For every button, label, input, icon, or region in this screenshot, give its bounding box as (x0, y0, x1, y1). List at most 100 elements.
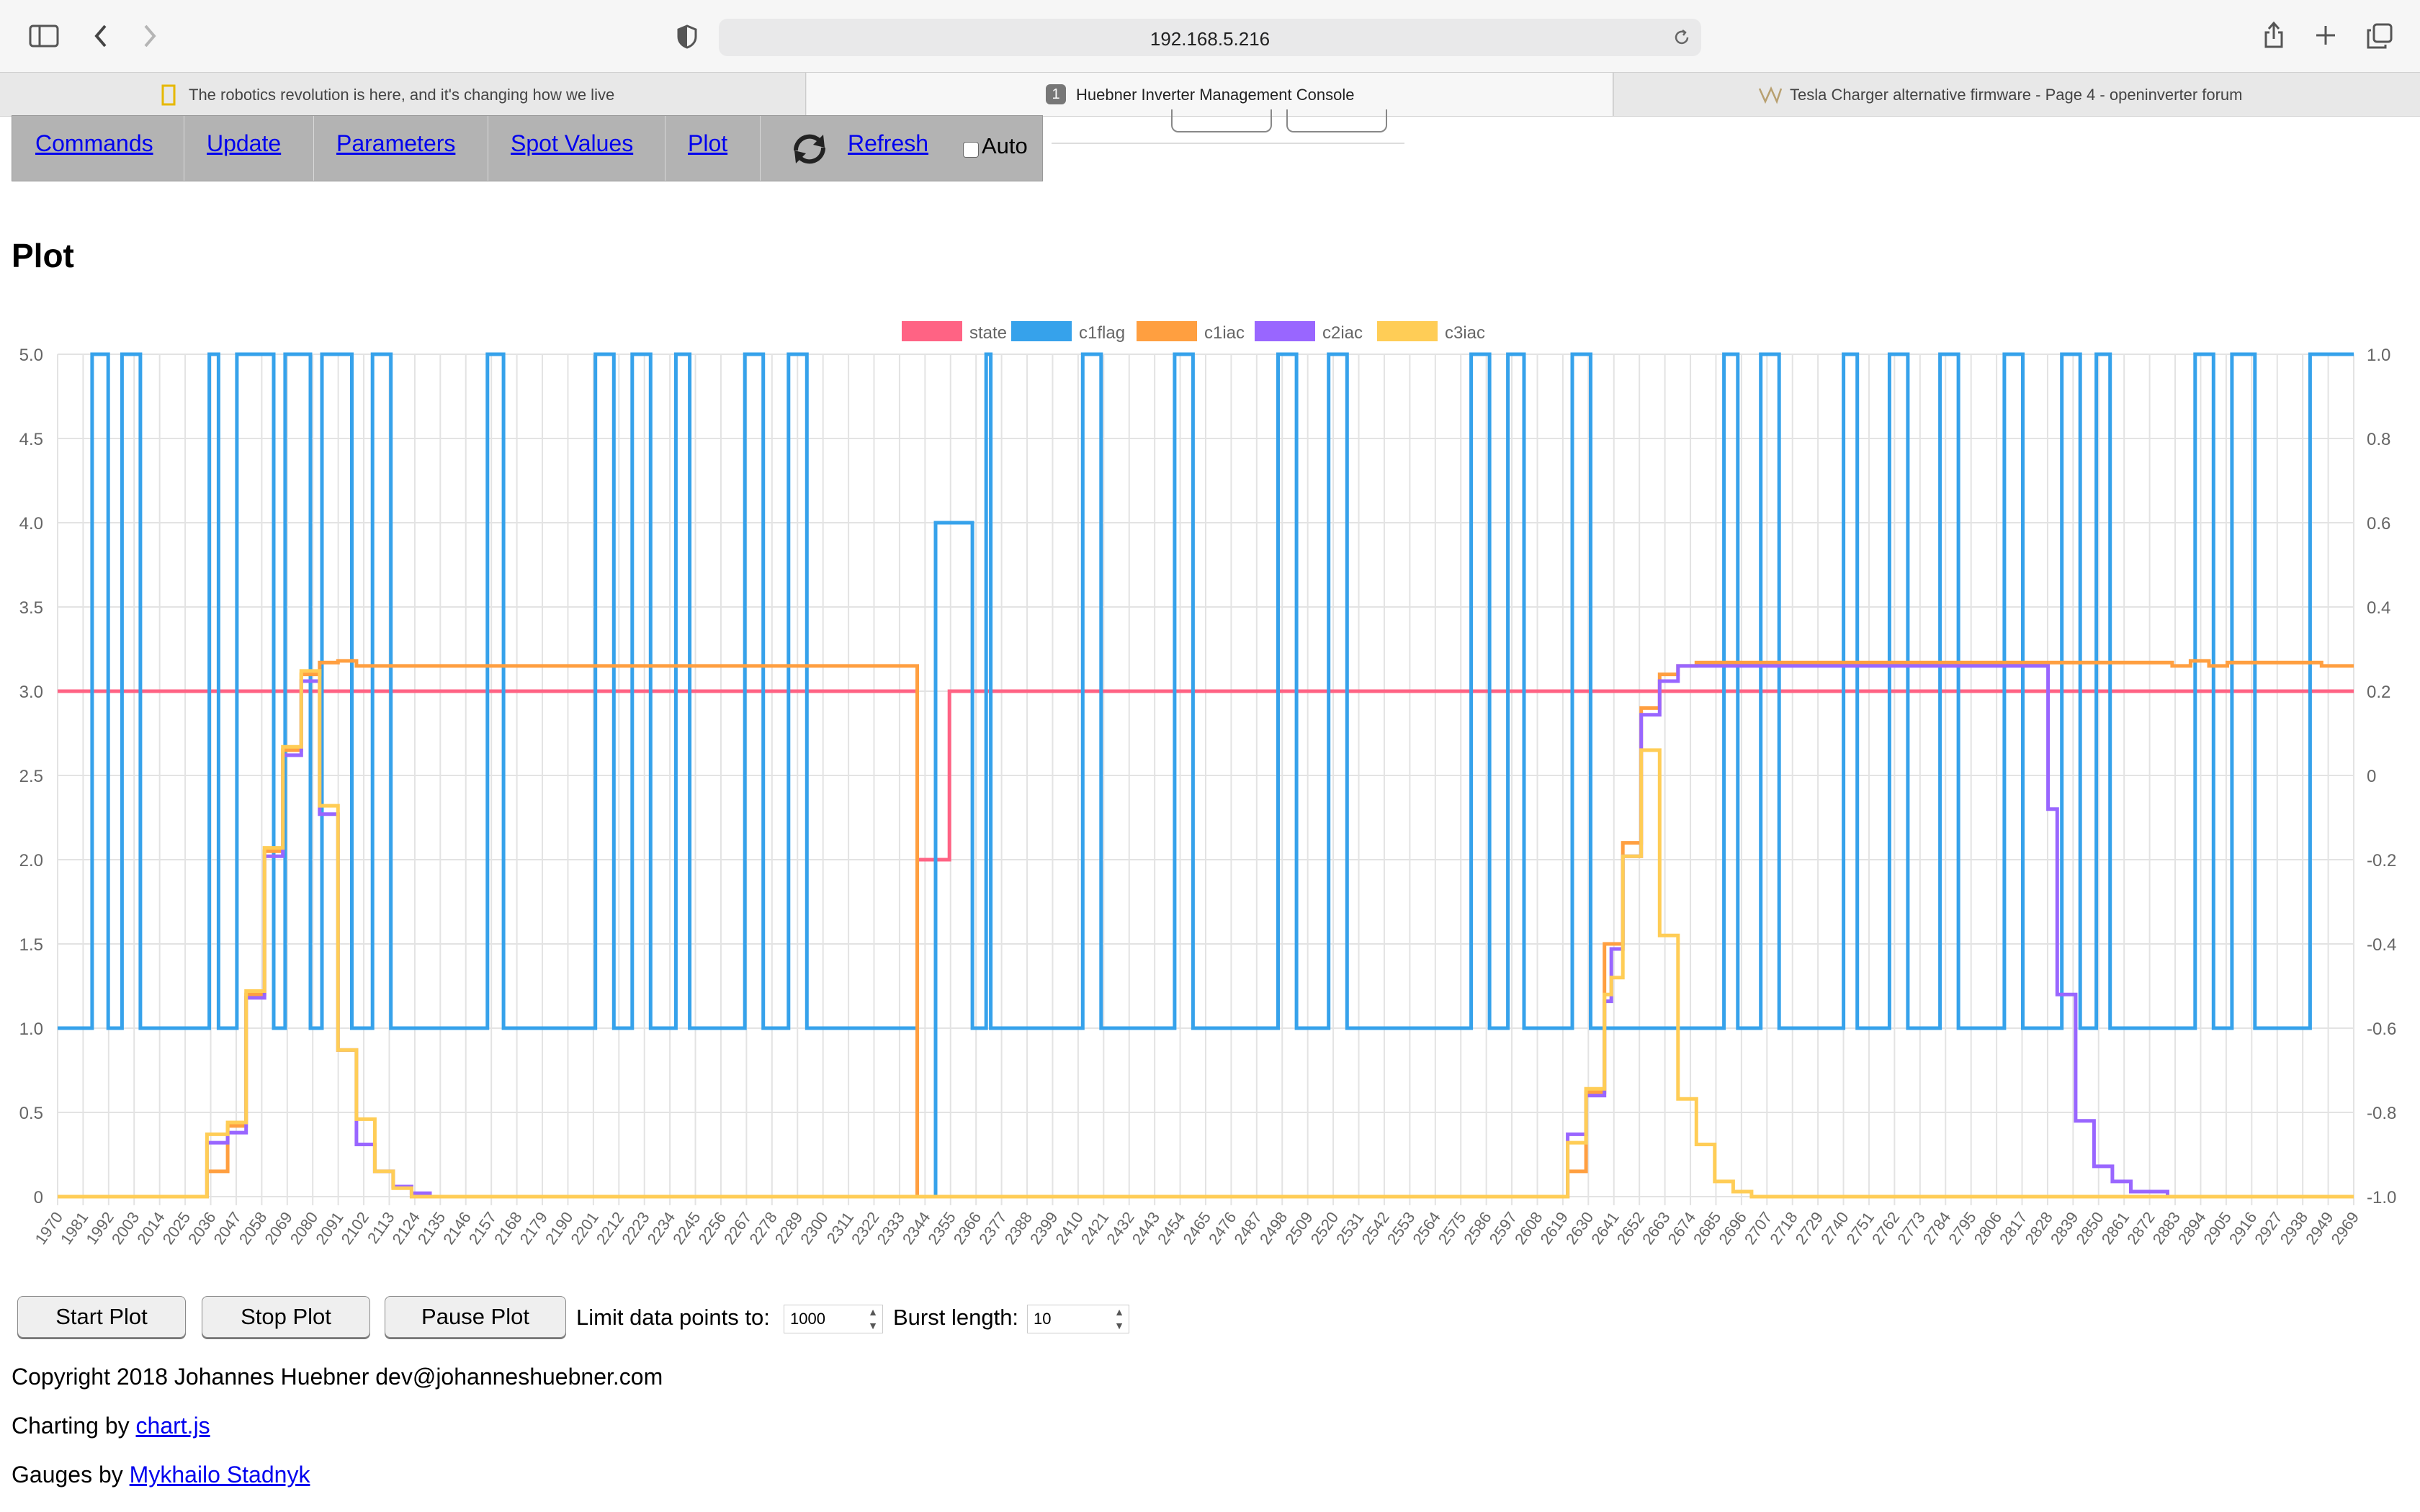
nav-link-plot[interactable]: Plot (688, 130, 728, 156)
scrolled-content-remnant (1052, 109, 1404, 144)
sidebar-toggle-icon[interactable] (29, 24, 59, 48)
x-tick-label: 2641 (1587, 1209, 1623, 1248)
x-tick-label: 2487 (1230, 1209, 1265, 1248)
refresh-icon[interactable] (790, 132, 829, 166)
x-tick-label: 2322 (848, 1209, 883, 1248)
x-tick-label: 2157 (465, 1209, 501, 1248)
nav-link-commands[interactable]: Commands (35, 130, 153, 156)
x-tick-label: 2432 (1103, 1209, 1138, 1248)
y-right-tick-label: -0.2 (2367, 851, 2396, 870)
x-tick-label: 2707 (1741, 1209, 1776, 1248)
x-tick-label: 2509 (1281, 1209, 1317, 1248)
stepper-icon[interactable]: ▲ ▼ (1114, 1306, 1124, 1331)
x-tick-label: 2916 (2226, 1209, 2261, 1248)
burst-length-input[interactable]: 10 ▲ ▼ (1027, 1305, 1129, 1333)
partial-button (1286, 109, 1387, 132)
forward-icon[interactable] (141, 23, 158, 49)
x-tick-label: 2586 (1460, 1209, 1495, 1248)
x-tick-label: 2102 (338, 1209, 373, 1248)
limit-data-points-label: Limit data points to: (576, 1305, 770, 1330)
x-tick-label: 2333 (873, 1209, 908, 1248)
tab-bar: The robotics revolution is here, and it'… (0, 72, 2420, 117)
x-tick-label: 2969 (2328, 1209, 2363, 1248)
x-tick-label: 2388 (1001, 1209, 1036, 1248)
tab-badge: 1 (1046, 84, 1066, 104)
browser-toolbar: 192.168.5.216 (0, 0, 2420, 72)
legend-label-c2iac: c2iac (1322, 323, 1363, 343)
x-tick-label: 2047 (210, 1209, 245, 1248)
y-right-tick-label: -0.4 (2367, 935, 2396, 955)
bookmark-icon (161, 84, 176, 106)
y-right-tick-label: -1.0 (2367, 1188, 2396, 1207)
x-tick-label: 2828 (2021, 1209, 2056, 1248)
x-tick-label: 2421 (1077, 1209, 1113, 1248)
y-right-tick-label: 0.8 (2367, 430, 2390, 449)
y-left-tick-label: 0 (34, 1188, 43, 1207)
legend-swatch-c1iac (1137, 321, 1197, 341)
stepper-icon[interactable]: ▲ ▼ (868, 1306, 878, 1331)
limit-data-points-value: 1000 (790, 1310, 825, 1328)
plot-chart[interactable]: state c1flag c1iac c2iac c3iac 0 0.5 1.0 1.5 2.0… (0, 310, 2420, 1267)
x-tick-label: 2905 (2200, 1209, 2235, 1248)
x-tick-label: 1970 (32, 1209, 67, 1248)
nav-link-spot-values[interactable]: Spot Values (511, 130, 634, 156)
chartjs-link[interactable]: chart.js (135, 1413, 210, 1439)
new-tab-icon[interactable] (2315, 24, 2336, 46)
x-tick-label: 2278 (745, 1209, 781, 1248)
tab-overview-icon[interactable] (2367, 23, 2393, 49)
stop-plot-button[interactable]: Stop Plot (202, 1296, 370, 1338)
limit-data-points-input[interactable]: 1000 ▲ ▼ (784, 1305, 883, 1333)
x-tick-label: 2498 (1256, 1209, 1291, 1248)
refresh-link[interactable]: Refresh (848, 130, 929, 156)
burst-length-value: 10 (1034, 1310, 1052, 1328)
x-tick-label: 2608 (1511, 1209, 1546, 1248)
legend-label-c1iac: c1iac (1204, 323, 1245, 343)
nav-link-update[interactable]: Update (207, 130, 282, 156)
x-axis: 1970198119922003201420252036204720582069… (32, 1209, 2363, 1248)
gauges-author-link[interactable]: Mykhailo Stadnyk (129, 1462, 310, 1488)
start-plot-button[interactable]: Start Plot (17, 1296, 186, 1338)
reload-icon[interactable] (1672, 28, 1691, 47)
x-tick-label: 2003 (108, 1209, 143, 1248)
x-tick-label: 2179 (516, 1209, 552, 1248)
x-tick-label: 2619 (1536, 1209, 1572, 1248)
x-tick-label: 2201 (567, 1209, 602, 1248)
y-right-tick-label: 0.6 (2367, 514, 2390, 534)
privacy-shield-icon[interactable] (677, 24, 697, 49)
main-navigation: Commands Update Parameters Spot Values P… (12, 115, 1043, 181)
copyright-text: Copyright 2018 Johannes Huebner dev@joha… (12, 1364, 663, 1390)
share-icon[interactable] (2263, 20, 2285, 49)
x-tick-label: 2542 (1358, 1209, 1393, 1248)
charting-credit: Charting by chart.js (12, 1413, 210, 1439)
y-left-tick-label: 2.0 (19, 851, 43, 870)
openinverter-icon (1758, 86, 1783, 104)
x-tick-label: 2938 (2277, 1209, 2312, 1248)
tab-tesla-charger[interactable]: Tesla Charger alternative firmware - Pag… (1613, 73, 2420, 116)
address-bar[interactable]: 192.168.5.216 (719, 19, 1701, 56)
x-tick-label: 2014 (133, 1209, 169, 1248)
pause-plot-button[interactable]: Pause Plot (385, 1296, 566, 1338)
x-tick-label: 2850 (2072, 1209, 2107, 1248)
x-tick-label: 2784 (1919, 1209, 1955, 1248)
tab-robotics[interactable]: The robotics revolution is here, and it'… (0, 73, 806, 116)
y-left-tick-label: 1.0 (19, 1020, 43, 1039)
auto-checkbox[interactable] (963, 142, 979, 158)
legend-swatch-c1flag (1011, 321, 1072, 341)
back-icon[interactable] (92, 23, 109, 49)
tab-label: Tesla Charger alternative firmware - Pag… (1790, 86, 2243, 104)
nav-link-parameters[interactable]: Parameters (336, 130, 456, 156)
x-tick-label: 2795 (1945, 1209, 1980, 1248)
x-tick-label: 2300 (797, 1209, 832, 1248)
x-tick-label: 2091 (312, 1209, 347, 1248)
y-left-tick-label: 0.5 (19, 1104, 43, 1123)
gauges-prefix: Gauges by (12, 1462, 130, 1488)
x-tick-label: 1981 (57, 1209, 92, 1248)
y-left-tick-label: 2.5 (19, 767, 43, 786)
tab-label: The robotics revolution is here, and it'… (189, 86, 615, 104)
legend-label-state: state (969, 323, 1007, 343)
x-tick-label: 2553 (1384, 1209, 1419, 1248)
tab-huebner-console[interactable]: 1 Huebner Inverter Management Console (807, 73, 1612, 116)
x-tick-label: 2696 (1715, 1209, 1750, 1248)
chart-grid (57, 354, 2354, 1205)
legend-swatch-c3iac (1377, 321, 1438, 341)
